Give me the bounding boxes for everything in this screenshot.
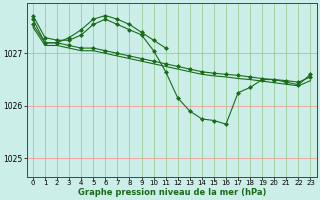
X-axis label: Graphe pression niveau de la mer (hPa): Graphe pression niveau de la mer (hPa) — [77, 188, 266, 197]
